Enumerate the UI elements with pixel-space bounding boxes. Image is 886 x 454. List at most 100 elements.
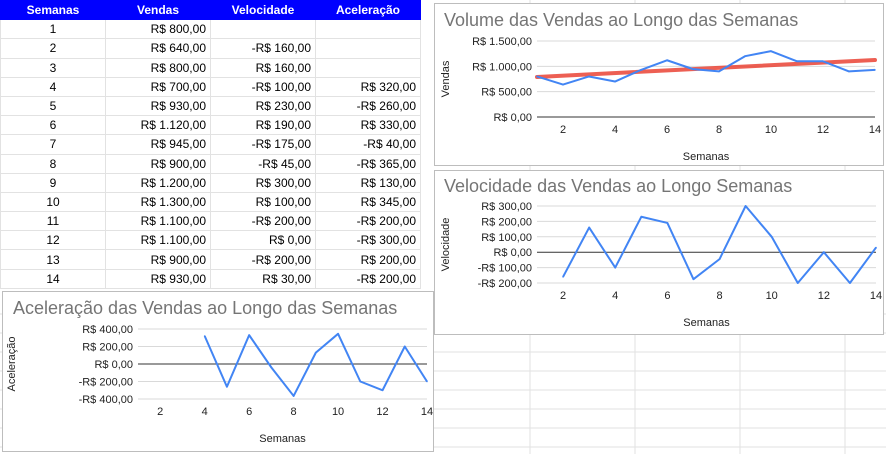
table-cell[interactable]: -R$ 365,00 (315, 153, 421, 174)
table-cell[interactable]: R$ 30,00 (210, 268, 316, 289)
table-cell[interactable] (315, 57, 421, 78)
x-tick-label: 10 (766, 290, 778, 302)
table-cell[interactable]: 10 (0, 191, 106, 213)
table-cell[interactable]: -R$ 200,00 (315, 211, 421, 232)
data-point (875, 246, 877, 249)
table-cell[interactable]: -R$ 200,00 (210, 211, 316, 232)
table-cell[interactable]: -R$ 100,00 (210, 76, 316, 97)
header-semanas[interactable]: Semanas (0, 0, 106, 21)
x-tick-label: 2 (560, 124, 566, 136)
y-axis-title: Velocidade (440, 218, 452, 272)
table-cell[interactable]: 11 (0, 211, 106, 232)
table-cell[interactable]: R$ 320,00 (315, 76, 421, 97)
y-tick-label: R$ 1.000,00 (472, 61, 532, 73)
table-cell[interactable]: R$ 700,00 (105, 76, 211, 97)
table-cell[interactable]: R$ 1.100,00 (105, 230, 211, 251)
table-cell[interactable]: R$ 800,00 (105, 19, 211, 40)
data-point (640, 215, 643, 218)
table-cell[interactable]: R$ 1.200,00 (105, 172, 211, 193)
table-cell[interactable]: 3 (0, 57, 106, 78)
table-cell[interactable]: R$ 1.120,00 (105, 115, 211, 136)
x-tick-label: 6 (246, 406, 252, 418)
table-cell[interactable]: 8 (0, 153, 106, 174)
data-point (796, 60, 798, 63)
table-cell[interactable]: -R$ 40,00 (315, 134, 421, 155)
table-cell[interactable]: R$ 800,00 (105, 57, 211, 78)
table-cell[interactable]: -R$ 45,00 (210, 153, 316, 174)
header-velocidade[interactable]: Velocidade (210, 0, 316, 21)
table-cell[interactable]: 9 (0, 172, 106, 193)
table-cell[interactable]: 2 (0, 38, 106, 59)
table-cell[interactable]: R$ 900,00 (105, 153, 211, 174)
table-cell[interactable] (210, 19, 316, 40)
table-cell[interactable]: 5 (0, 95, 106, 117)
table-cell[interactable]: R$ 900,00 (105, 249, 211, 270)
table-cell[interactable]: R$ 345,00 (315, 191, 421, 213)
data-point (588, 75, 590, 78)
table-cell[interactable]: R$ 640,00 (105, 38, 211, 59)
x-tick-label: 10 (765, 124, 777, 136)
data-point (292, 395, 295, 397)
header-vendas[interactable]: Vendas (105, 0, 211, 21)
data-point (744, 55, 746, 57)
y-tick-label: R$ 100,00 (481, 232, 532, 244)
table-cell[interactable]: 12 (0, 230, 106, 251)
table-cell[interactable]: 1 (0, 19, 106, 40)
x-tick-label: 4 (202, 406, 208, 418)
table-cell[interactable]: R$ 1.300,00 (105, 191, 211, 213)
table-cell[interactable]: R$ 330,00 (315, 115, 421, 136)
table-cell[interactable]: R$ 100,00 (210, 191, 316, 213)
table-cell[interactable]: R$ 160,00 (210, 57, 316, 78)
table-cell[interactable]: 4 (0, 76, 106, 97)
table-cell[interactable]: 14 (0, 268, 106, 289)
data-point (718, 258, 721, 260)
velocidade-chart[interactable]: Velocidade das Vendas ao Longo Semanas -… (434, 170, 884, 335)
x-tick-label: 14 (870, 290, 882, 302)
table-row: 2 R$ 640,00 -R$ 160,00 (0, 38, 421, 59)
y-tick-label: R$ 500,00 (481, 87, 532, 99)
series-line (562, 205, 877, 284)
x-tick-label: 4 (612, 124, 618, 136)
y-tick-label: R$ 0,00 (493, 112, 532, 124)
data-point (562, 276, 564, 278)
x-axis-title: Semanas (683, 317, 730, 329)
data-point (744, 205, 747, 207)
table-cell[interactable] (315, 38, 421, 59)
table-cell[interactable]: -R$ 175,00 (210, 134, 316, 155)
data-point (248, 334, 250, 336)
header-aceleracao[interactable]: Aceleração (315, 0, 421, 21)
table-cell[interactable]: R$ 1.100,00 (105, 211, 211, 232)
table-cell[interactable]: -R$ 160,00 (210, 38, 316, 59)
table-cell[interactable]: R$ 200,00 (315, 249, 421, 270)
chart-title: Volume das Vendas ao Longo das Semanas (444, 10, 799, 30)
x-tick-label: 4 (612, 290, 618, 302)
table-cell[interactable]: -R$ 200,00 (315, 268, 421, 289)
table-cell[interactable]: R$ 130,00 (315, 172, 421, 193)
table-cell[interactable]: 6 (0, 115, 106, 136)
table-cell[interactable]: R$ 0,00 (210, 230, 316, 251)
vendas-chart[interactable]: Volume das Vendas ao Longo das Semanas R… (434, 3, 884, 166)
x-tick-label: 12 (818, 290, 830, 302)
table-cell[interactable]: R$ 930,00 (105, 95, 211, 117)
data-point (692, 68, 694, 70)
table-cell[interactable]: R$ 190,00 (210, 115, 316, 136)
table-cell[interactable]: 7 (0, 134, 106, 155)
chart-title: Aceleração das Vendas ao Longo das Seman… (13, 298, 398, 318)
x-tick-label: 2 (560, 290, 566, 302)
table-cell[interactable]: R$ 300,00 (210, 172, 316, 193)
y-tick-label: R$ 400,00 (82, 324, 133, 336)
data-point (403, 345, 406, 348)
table-cell[interactable]: 13 (0, 249, 106, 270)
table-cell[interactable]: R$ 945,00 (105, 134, 211, 155)
table-cell[interactable]: R$ 930,00 (105, 268, 211, 289)
data-point (315, 351, 317, 354)
table-cell[interactable]: -R$ 300,00 (315, 230, 421, 251)
series-line (536, 50, 876, 86)
table-cell[interactable] (315, 19, 421, 40)
table-cell[interactable]: R$ 230,00 (210, 95, 316, 117)
aceleracao-chart[interactable]: Aceleração das Vendas ao Longo das Seman… (2, 291, 434, 452)
table-row: 12 R$ 1.100,00 R$ 0,00 -R$ 300,00 (0, 230, 421, 251)
table-cell[interactable]: -R$ 200,00 (210, 249, 316, 270)
table-cell[interactable]: -R$ 260,00 (315, 95, 421, 117)
y-tick-label: R$ 0,00 (493, 247, 532, 259)
